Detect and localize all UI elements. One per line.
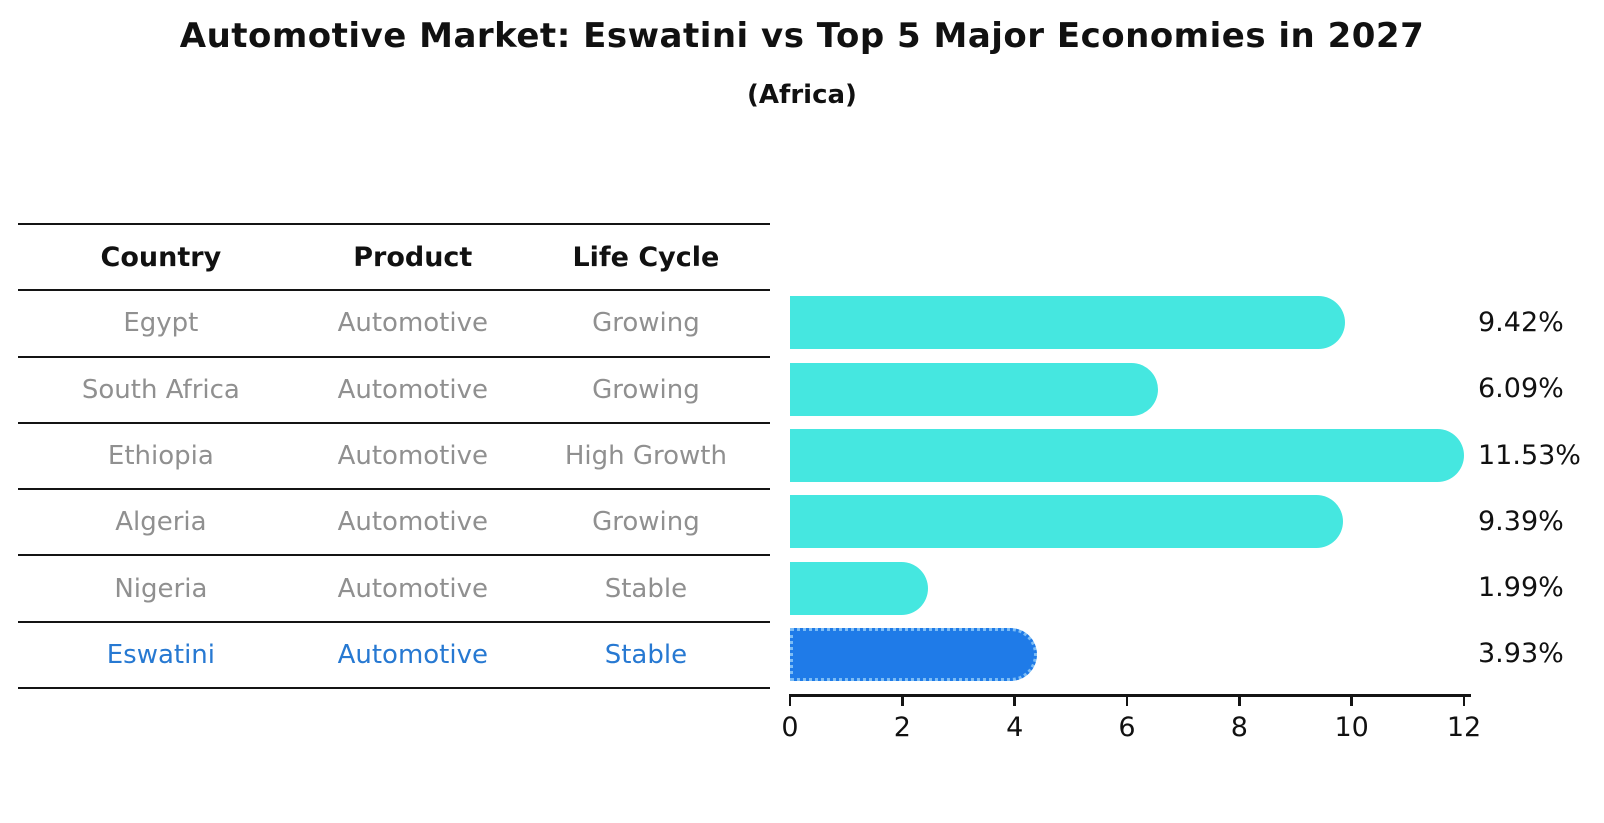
- chart-subtitle: (Africa): [747, 80, 857, 110]
- x-axis-line: [789, 694, 1471, 697]
- table-row-south-africa: South Africa Automotive Growing: [18, 358, 770, 424]
- table-cell-lifecycle: Stable: [604, 573, 688, 604]
- x-axis-tick: [1013, 694, 1016, 706]
- x-axis-tick-label: 0: [781, 712, 799, 743]
- table-cell-country: Nigeria: [114, 573, 208, 604]
- bar-eswatini: [790, 627, 1037, 681]
- x-axis-tick-label: 10: [1334, 712, 1369, 743]
- table-row-algeria: Algeria Automotive Growing: [18, 490, 770, 557]
- table-cell-product: Automotive: [337, 573, 488, 604]
- table-cell-country: South Africa: [81, 374, 240, 405]
- x-axis-tick: [1462, 694, 1466, 706]
- bar-south-africa: [790, 362, 1159, 416]
- x-axis-tick: [1350, 694, 1353, 706]
- table-cell-product: Automotive: [337, 441, 488, 472]
- table-header-country: Country: [100, 241, 222, 273]
- bar-value-label: 1.99%: [1478, 572, 1564, 604]
- chart-title: Automotive Market: Eswatini vs Top 5 Maj…: [179, 16, 1425, 56]
- bar-value-label: 3.93%: [1478, 638, 1564, 670]
- table-cell-lifecycle: Growing: [592, 507, 700, 538]
- table-cell-country: Egypt: [123, 308, 199, 339]
- x-axis-tick: [1238, 694, 1241, 706]
- table-row-nigeria: Nigeria Automotive Stable: [18, 556, 770, 623]
- table-row-egypt: Egypt Automotive Growing: [18, 291, 770, 358]
- table-cell-country: Eswatini: [106, 639, 216, 670]
- table-cell-lifecycle: High Growth: [564, 441, 727, 472]
- bar-algeria: [790, 495, 1344, 549]
- table-header-row: Country Product Life Cycle: [18, 225, 770, 292]
- bar-nigeria: [790, 561, 928, 615]
- x-axis-tick: [1125, 694, 1129, 706]
- table-row-eswatini: Eswatini Automotive Stable: [18, 623, 770, 690]
- x-axis-tick: [901, 694, 904, 706]
- comparison-table: Country Product Life Cycle Egypt Automoti…: [18, 223, 770, 690]
- bar-ethiopia: [790, 428, 1464, 482]
- table-cell-product: Automotive: [337, 308, 488, 339]
- bar-value-label: 6.09%: [1478, 373, 1564, 405]
- table-header-product: Product: [353, 241, 473, 273]
- x-axis-tick-label: 8: [1230, 712, 1248, 743]
- bar-egypt: [790, 296, 1346, 350]
- bar-value-label: 9.42%: [1478, 306, 1564, 338]
- x-axis-tick-label: 12: [1446, 712, 1482, 743]
- table-cell-lifecycle: Growing: [592, 374, 700, 405]
- bar-value-label: 9.39%: [1478, 505, 1564, 537]
- table-cell-country: Algeria: [115, 507, 207, 538]
- table-cell-product: Automotive: [337, 374, 488, 405]
- table-cell-lifecycle: Growing: [592, 308, 700, 339]
- table-cell-country: Ethiopia: [107, 441, 214, 472]
- table-cell-product: Automotive: [337, 639, 488, 670]
- x-axis-tick-label: 2: [893, 712, 911, 743]
- table-cell-product: Automotive: [337, 507, 488, 538]
- table-cell-lifecycle: Stable: [604, 639, 688, 670]
- table-header-lifecycle: Life Cycle: [572, 241, 720, 273]
- x-axis-tick-label: 6: [1118, 712, 1136, 743]
- x-axis-tick-label: 4: [1006, 712, 1024, 743]
- bar-value-label: 11.53%: [1478, 439, 1581, 471]
- x-axis-tick: [788, 694, 792, 706]
- table-body: Egypt Automotive Growing South Africa Automo…: [18, 291, 770, 690]
- table-row-ethiopia: Ethiopia Automotive High Growth: [18, 424, 770, 491]
